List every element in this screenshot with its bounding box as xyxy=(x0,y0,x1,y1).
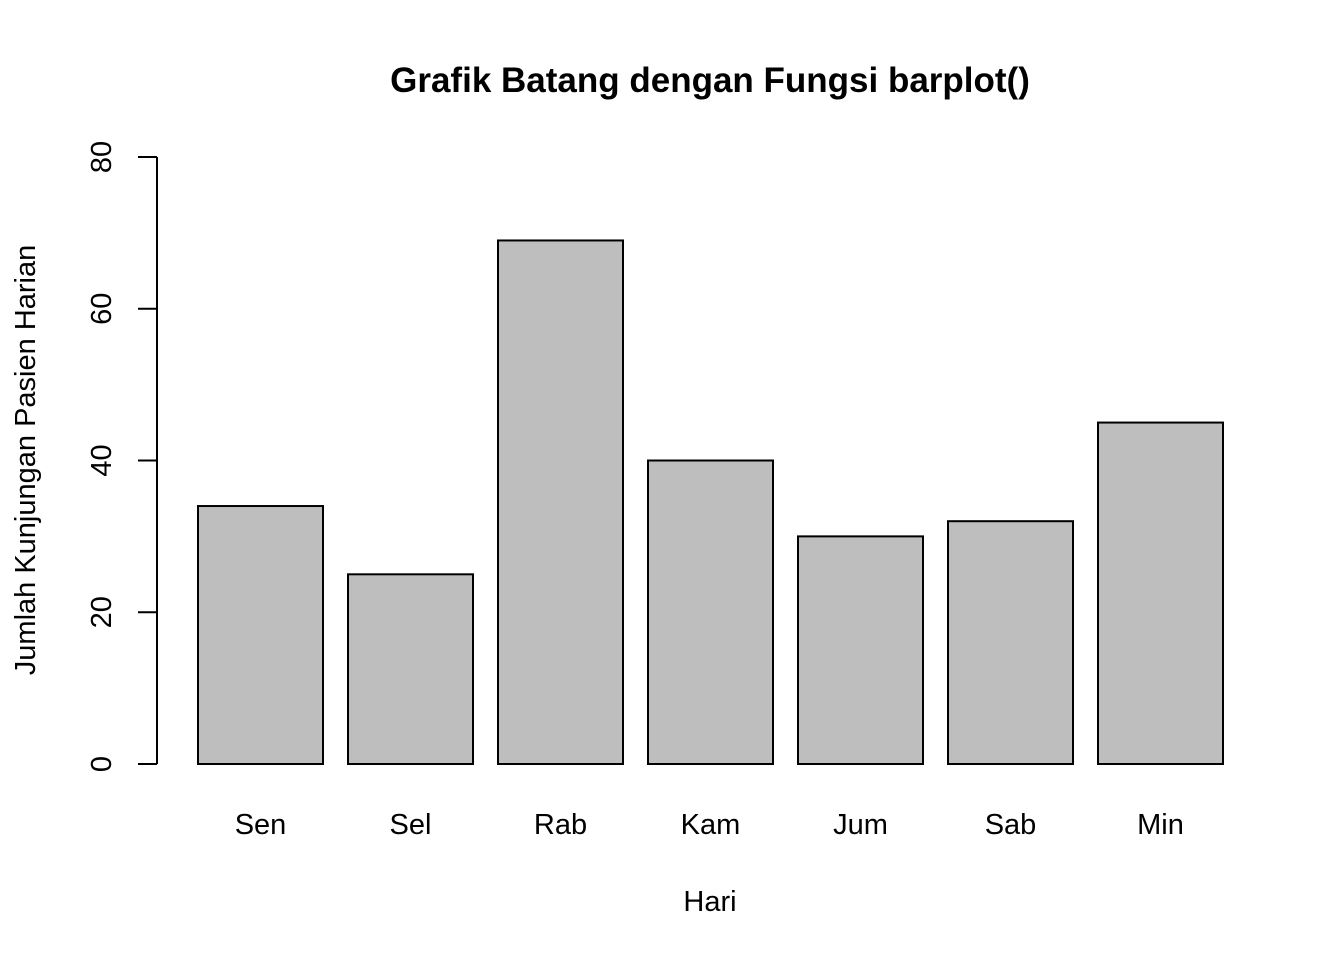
chart-title: Grafik Batang dengan Fungsi barplot() xyxy=(390,61,1030,100)
y-tick-label: 60 xyxy=(86,293,118,325)
x-tick-label: Jum xyxy=(833,809,888,841)
y-tick-label: 40 xyxy=(86,444,118,476)
x-tick-label: Min xyxy=(1137,809,1184,841)
x-tick-label: Sel xyxy=(390,809,432,841)
bar-sel xyxy=(347,573,474,765)
y-tick-label: 80 xyxy=(86,141,118,173)
y-tick-label: 20 xyxy=(86,596,118,628)
bar-sab xyxy=(947,520,1074,766)
x-tick-label: Kam xyxy=(681,809,741,841)
bar-jum xyxy=(797,535,924,765)
x-tick-label: Rab xyxy=(534,809,587,841)
bar-kam xyxy=(647,459,774,765)
bars-group xyxy=(197,239,1224,766)
x-tick-labels: Sen Sel Rab Kam Jum Sab Min xyxy=(235,809,1184,841)
y-axis: 0 20 40 60 80 xyxy=(86,141,158,772)
x-axis-label: Hari xyxy=(683,886,736,918)
y-axis-label: Jumlah Kunjungan Pasien Harian xyxy=(10,245,42,675)
x-tick-label: Sen xyxy=(235,809,287,841)
bar-sen xyxy=(197,505,324,765)
x-tick-label: Sab xyxy=(985,809,1037,841)
y-tick-label: 0 xyxy=(86,756,118,772)
bar-min xyxy=(1097,421,1224,765)
bar-rab xyxy=(497,239,624,765)
